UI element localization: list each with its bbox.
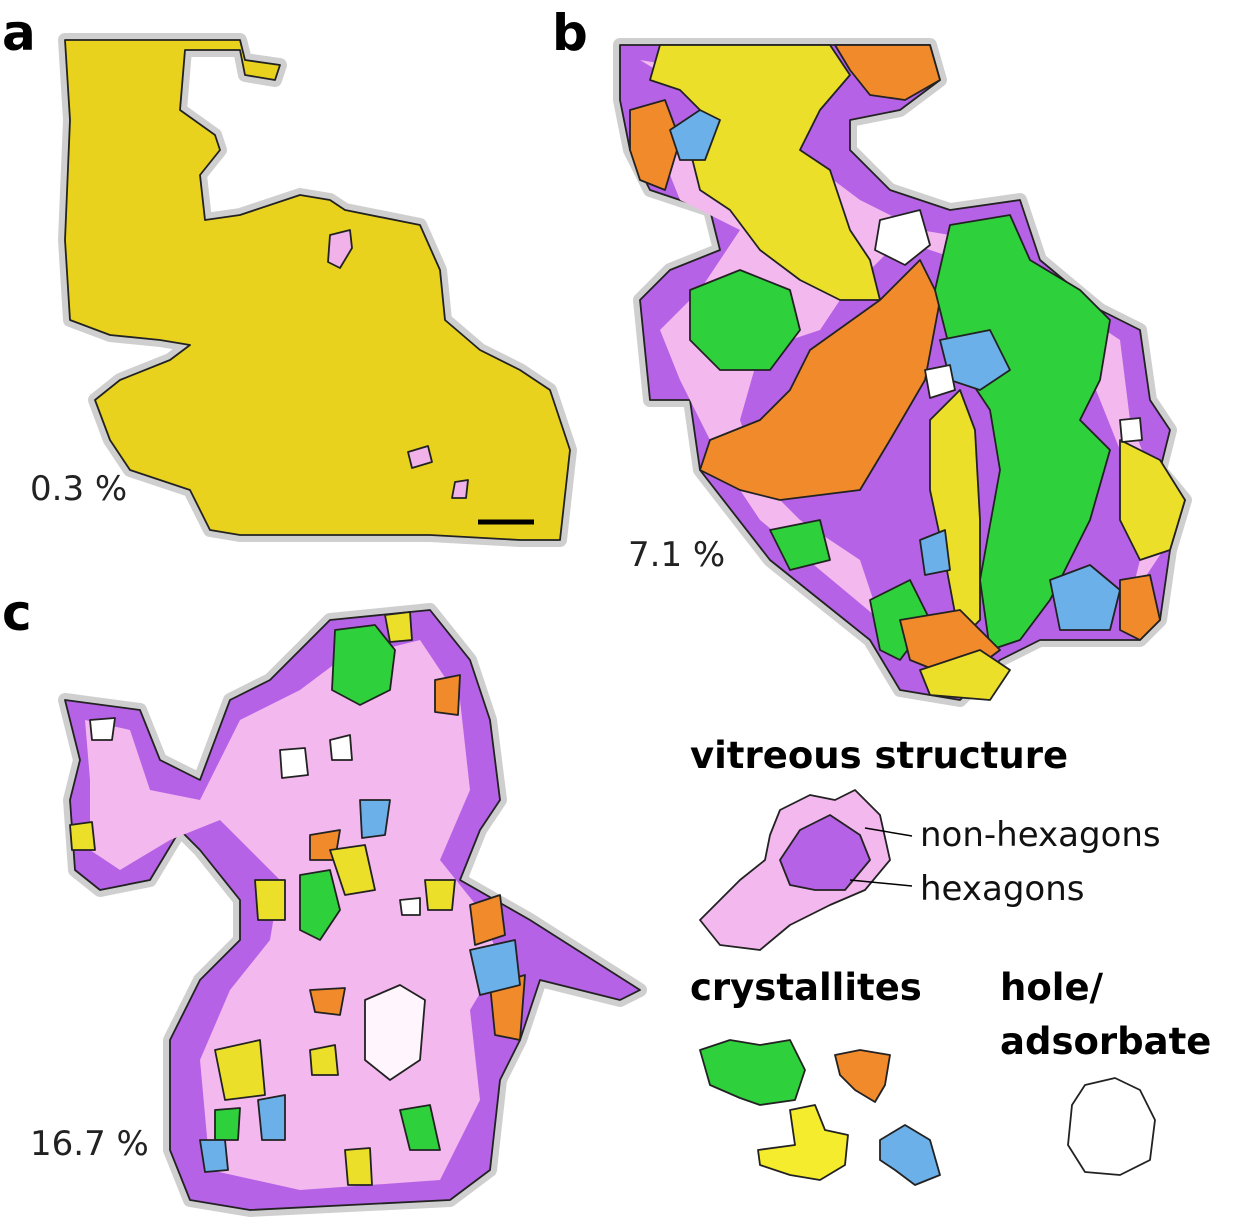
crystallite bbox=[299, 869, 341, 941]
crystallite bbox=[469, 939, 521, 996]
crystallite bbox=[384, 611, 413, 643]
hole bbox=[279, 747, 309, 779]
crystallite bbox=[1119, 574, 1161, 641]
panel-label: a bbox=[2, 4, 36, 62]
legend-crystallite bbox=[757, 1104, 849, 1181]
legend-crystallite bbox=[879, 1124, 941, 1186]
crystallite bbox=[434, 674, 461, 716]
panel-label: b bbox=[552, 4, 588, 62]
crystallite bbox=[64, 39, 571, 541]
crystallite bbox=[934, 214, 1111, 651]
crystallite bbox=[344, 1147, 373, 1186]
leader-line bbox=[849, 879, 913, 887]
legend-title: vitreous structure bbox=[690, 734, 1068, 777]
hole bbox=[364, 984, 426, 1081]
crystallite bbox=[199, 1139, 229, 1173]
hole bbox=[399, 897, 421, 916]
hole bbox=[329, 734, 353, 761]
leader-line bbox=[864, 827, 913, 837]
hole bbox=[874, 209, 931, 266]
crystallite bbox=[254, 879, 286, 921]
legend: vitreous structure non-hexagons hexagons… bbox=[690, 734, 1211, 1186]
crystallite bbox=[919, 529, 951, 576]
hole bbox=[924, 364, 956, 399]
crystallite bbox=[359, 799, 391, 839]
crystallite bbox=[257, 1094, 286, 1141]
defect bbox=[327, 229, 353, 269]
defect bbox=[451, 479, 469, 499]
legend-crystallite bbox=[834, 1049, 891, 1103]
legend-title: adsorbate bbox=[1000, 1020, 1211, 1063]
crystallite bbox=[309, 1044, 339, 1076]
defect bbox=[407, 445, 433, 469]
crystallite bbox=[331, 624, 396, 706]
hole bbox=[1119, 417, 1143, 443]
panel-b: b 7.1 % bbox=[552, 4, 1192, 707]
defect-percentage: 16.7 % bbox=[30, 1124, 149, 1164]
legend-crystallite bbox=[699, 1039, 806, 1106]
defect-percentage: 7.1 % bbox=[628, 535, 725, 575]
crystallite bbox=[834, 44, 941, 101]
crystallite bbox=[929, 389, 981, 641]
crystallite bbox=[1049, 564, 1121, 631]
legend-label: non-hexagons bbox=[920, 815, 1161, 855]
crystallite bbox=[69, 821, 96, 851]
crystallite bbox=[689, 269, 801, 371]
crystallite bbox=[214, 1039, 266, 1101]
legend-hole bbox=[1067, 1077, 1156, 1176]
crystallite bbox=[629, 99, 681, 191]
crystallite bbox=[329, 844, 376, 896]
crystallite bbox=[1119, 439, 1186, 561]
defect-percentage: 0.3 % bbox=[30, 469, 127, 509]
crystallite bbox=[919, 649, 1011, 701]
legend-label: hexagons bbox=[920, 869, 1084, 909]
crystallite bbox=[469, 894, 506, 946]
crystallite bbox=[399, 1104, 441, 1151]
panel-c: c 16.7 % bbox=[2, 584, 647, 1217]
crystallite bbox=[769, 519, 831, 571]
hole bbox=[89, 717, 116, 741]
crystallite bbox=[309, 987, 346, 1016]
legend-title: crystallites bbox=[690, 966, 922, 1009]
panel-a: a 0.3 % bbox=[2, 4, 577, 547]
crystallite bbox=[424, 879, 456, 911]
crystallite bbox=[669, 109, 721, 161]
crystallite bbox=[214, 1107, 241, 1141]
panel-label: c bbox=[2, 584, 32, 642]
legend-title: hole/ bbox=[1000, 966, 1104, 1009]
legend-hexagons bbox=[779, 814, 871, 891]
crystallite bbox=[699, 259, 941, 501]
